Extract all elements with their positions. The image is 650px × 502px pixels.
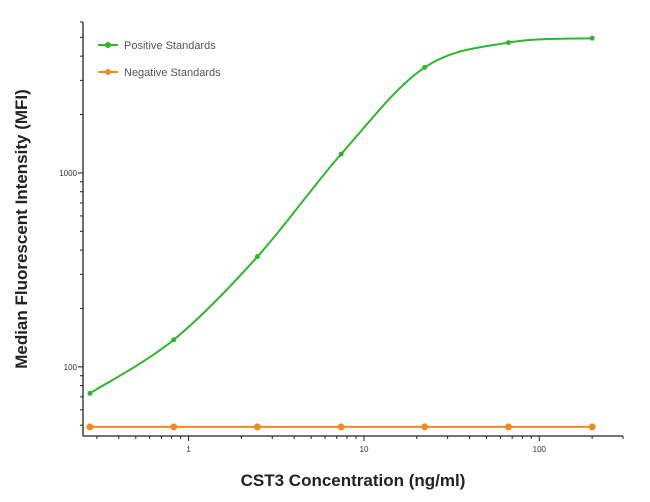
x-axis-label: CST3 Concentration (ng/ml) (241, 471, 466, 490)
positive-standards-point (338, 151, 344, 157)
x-tick-label: 100 (533, 445, 547, 454)
negative-standards-point (588, 423, 596, 431)
x-tick-label: 10 (360, 445, 369, 454)
legend-swatch-marker (105, 42, 111, 48)
y-tick-label: 1000 (59, 169, 77, 178)
negative-standards-point (170, 423, 178, 431)
negative-standards-point (86, 423, 94, 431)
legend-swatch-marker (105, 69, 111, 75)
positive-standards-point (422, 64, 428, 70)
positive-standards-line (89, 37, 593, 395)
positive-standards-point (589, 35, 595, 41)
legend: Positive Standards Negative Standards (98, 40, 221, 79)
legend-label: Positive Standards (124, 40, 216, 52)
negative-standards-point (253, 423, 261, 431)
legend-label: Negative Standards (124, 67, 221, 79)
positive-standards-point (254, 254, 260, 260)
y-tick-label: 100 (64, 363, 78, 372)
y-axis-label: Median Fluorescent Intensity (MFI) (12, 89, 31, 369)
positive-standards-point (171, 337, 177, 343)
x-tick-label: 1 (186, 445, 191, 454)
positive-standards-point (87, 390, 93, 396)
axes: 1 10 100 100 1000 (59, 21, 624, 454)
positive-standards-point (505, 40, 511, 46)
negative-standards-point (504, 423, 512, 431)
negative-standards-point (421, 423, 429, 431)
series-layer (86, 35, 596, 431)
negative-standards-point (337, 423, 345, 431)
